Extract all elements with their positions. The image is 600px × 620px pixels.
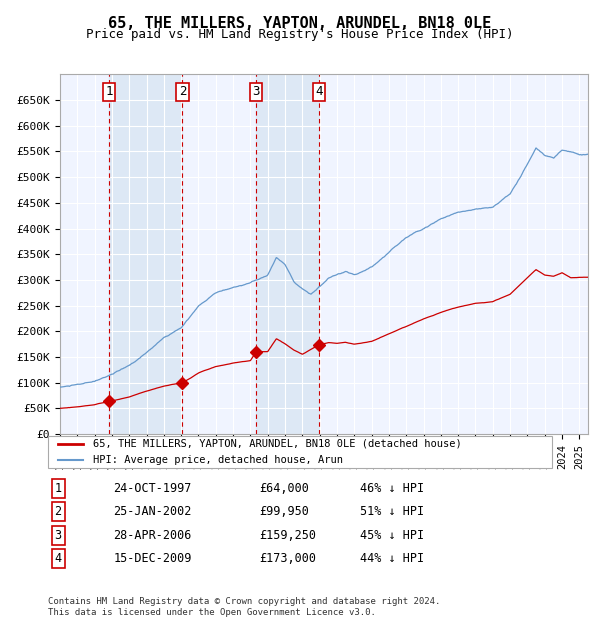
Text: Contains HM Land Registry data © Crown copyright and database right 2024.
This d: Contains HM Land Registry data © Crown c…	[48, 598, 440, 617]
FancyBboxPatch shape	[48, 436, 552, 468]
Text: HPI: Average price, detached house, Arun: HPI: Average price, detached house, Arun	[94, 455, 343, 465]
Text: 3: 3	[55, 529, 62, 542]
Text: 4: 4	[55, 552, 62, 565]
Text: £159,250: £159,250	[260, 529, 317, 542]
Bar	[109, 74, 182, 434]
Text: 4: 4	[315, 85, 323, 98]
Text: Price paid vs. HM Land Registry's House Price Index (HPI): Price paid vs. HM Land Registry's House …	[86, 28, 514, 41]
Text: 65, THE MILLERS, YAPTON, ARUNDEL, BN18 0LE (detached house): 65, THE MILLERS, YAPTON, ARUNDEL, BN18 0…	[94, 439, 462, 449]
Text: 2: 2	[179, 85, 186, 98]
Text: 44% ↓ HPI: 44% ↓ HPI	[361, 552, 425, 565]
Text: £173,000: £173,000	[260, 552, 317, 565]
Text: 1: 1	[105, 85, 113, 98]
Bar	[256, 74, 319, 434]
Text: 25-JAN-2002: 25-JAN-2002	[113, 505, 192, 518]
Text: 24-OCT-1997: 24-OCT-1997	[113, 482, 192, 495]
Text: £99,950: £99,950	[260, 505, 310, 518]
Text: 28-APR-2006: 28-APR-2006	[113, 529, 192, 542]
Text: 51% ↓ HPI: 51% ↓ HPI	[361, 505, 425, 518]
Text: 65, THE MILLERS, YAPTON, ARUNDEL, BN18 0LE: 65, THE MILLERS, YAPTON, ARUNDEL, BN18 0…	[109, 16, 491, 30]
Text: 15-DEC-2009: 15-DEC-2009	[113, 552, 192, 565]
Text: 1: 1	[55, 482, 62, 495]
Text: 3: 3	[253, 85, 260, 98]
Text: 46% ↓ HPI: 46% ↓ HPI	[361, 482, 425, 495]
Text: 2: 2	[55, 505, 62, 518]
Text: £64,000: £64,000	[260, 482, 310, 495]
Text: 45% ↓ HPI: 45% ↓ HPI	[361, 529, 425, 542]
